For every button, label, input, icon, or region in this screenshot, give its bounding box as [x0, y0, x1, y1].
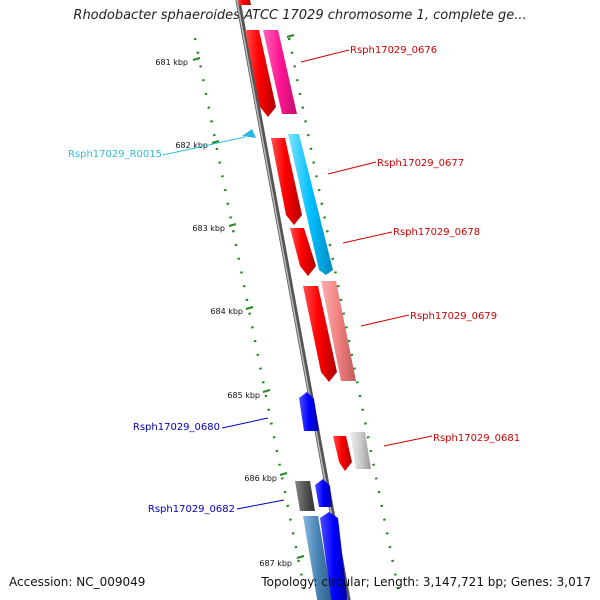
gene-arrow-partial-top[interactable] [237, 0, 251, 5]
gene-arrow-0676[interactable] [245, 30, 276, 117]
gene-arrow-0677[interactable] [271, 138, 302, 225]
gene-label-0681[interactable]: Rsph17029_0681 [433, 433, 520, 444]
kbp-label-681: 681 kbp [155, 58, 188, 67]
label-leader-lines [162, 49, 433, 510]
gene-label-0678[interactable]: Rsph17029_0678 [393, 227, 480, 238]
gene-arrow-0680[interactable] [299, 392, 319, 431]
gene-arrow-0677-gene[interactable] [288, 134, 333, 275]
kbp-label-683: 683 kbp [192, 224, 225, 233]
kbp-label-687: 687 kbp [259, 559, 292, 568]
gene-arrow-0678[interactable] [290, 228, 316, 276]
accession-text: Accession: NC_009049 [9, 575, 146, 589]
gene-arrow-next[interactable] [320, 512, 348, 600]
gene-label-0676[interactable]: Rsph17029_0676 [350, 45, 437, 56]
gene-label-0677[interactable]: Rsph17029_0677 [377, 158, 464, 169]
gene-arrow-0682[interactable] [315, 479, 332, 507]
gene-label-0682[interactable]: Rsph17029_0682 [148, 504, 235, 515]
gene-arrow-0676-gene[interactable] [263, 30, 297, 114]
map-title: Rhodobacter sphaeroides ATCC 17029 chrom… [73, 8, 527, 23]
right-dotted-guide [287, 37, 402, 599]
gene-arrow-0679-gene[interactable] [321, 281, 356, 381]
scale-ticks [192, 34, 305, 559]
gene-label-0679[interactable]: Rsph17029_0679 [410, 311, 497, 322]
kbp-label-682: 682 kbp [175, 141, 208, 150]
kbp-label-684: 684 kbp [210, 307, 243, 316]
gene-arrow-0681-gene[interactable] [350, 432, 371, 469]
gene-arrow-R0015[interactable] [242, 129, 256, 138]
gene-label-0680[interactable]: Rsph17029_0680 [133, 422, 220, 433]
gene-label-R0015[interactable]: Rsph17029_R0015 [68, 149, 162, 160]
gene-arrow-0682-gene[interactable] [295, 481, 315, 511]
gene-arrow-next-gene[interactable] [303, 516, 333, 600]
kbp-label-685: 685 kbp [227, 391, 260, 400]
genome-summary-text: Topology: circular; Length: 3,147,721 bp… [261, 575, 591, 589]
gene-arrow-0679[interactable] [303, 286, 337, 382]
gene-arrow-0681[interactable] [333, 436, 352, 471]
kbp-label-686: 686 kbp [244, 474, 277, 483]
